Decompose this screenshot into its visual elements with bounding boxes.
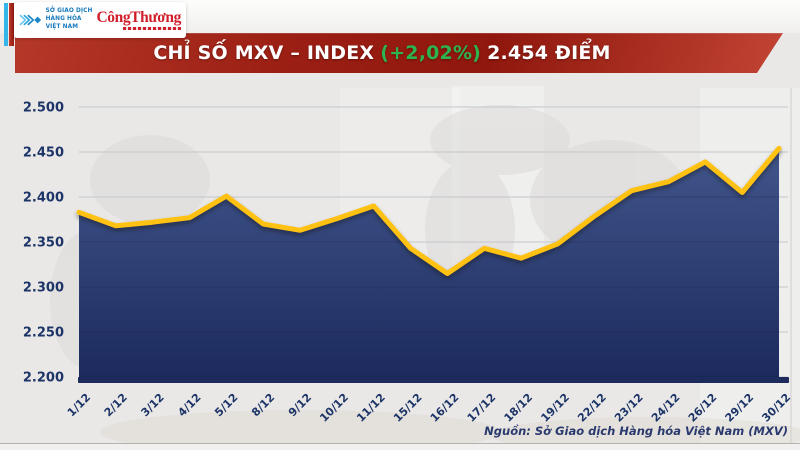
x-tick-label: 9/12 <box>286 391 314 419</box>
y-tick-label: 2.450 <box>23 146 64 161</box>
x-tick-label: 24/12 <box>649 391 683 425</box>
x-tick-label: 11/12 <box>354 391 388 425</box>
publisher-logo-box: SỞ GIAO DỊCH HÀNG HÓA VIỆT NAM CôngThươn… <box>14 2 186 38</box>
x-tick-label: 29/12 <box>723 391 757 425</box>
x-tick-label: 26/12 <box>686 391 720 425</box>
y-tick-label: 2.200 <box>23 371 64 386</box>
x-tick-label: 16/12 <box>428 391 462 425</box>
y-tick-label: 2.300 <box>23 281 64 296</box>
x-tick-label: 19/12 <box>538 391 572 425</box>
chart-change-percent: (+2,02%) <box>380 42 482 64</box>
accent-stripe-cyan <box>4 3 8 46</box>
congthuong-tagline-bar <box>123 27 181 31</box>
x-axis-labels: 1/12 2/12 3/12 4/12 5/12 8/12 9/12 10/12 11/12 15… <box>65 391 793 425</box>
source-credit: Nguồn: Sở Giao dịch Hàng hóa Việt Nam (M… <box>484 424 788 438</box>
y-tick-label: 2.350 <box>23 236 64 251</box>
x-tick-label: 4/12 <box>175 391 203 419</box>
x-tick-label: 23/12 <box>612 391 646 425</box>
x-tick-label: 5/12 <box>212 391 240 419</box>
y-tick-label: 2.500 <box>23 101 64 116</box>
chart-title: CHỈ SỐ MXV – INDEX <box>153 42 375 64</box>
x-tick-label: 18/12 <box>502 391 536 425</box>
x-tick-label: 8/12 <box>249 391 277 419</box>
y-tick-label: 2.250 <box>23 326 64 341</box>
x-tick-label: 1/12 <box>65 391 93 419</box>
x-tick-label: 17/12 <box>465 391 499 425</box>
line-series <box>76 145 782 276</box>
x-tick-label: 2/12 <box>102 391 130 419</box>
x-tick-label: 15/12 <box>391 391 425 425</box>
accent-stripe-red <box>9 3 14 46</box>
x-axis-bar <box>78 377 789 383</box>
congthuong-logo: CôngThương <box>96 10 181 31</box>
chart-value: 2.454 ĐIỂM <box>487 42 611 64</box>
mxv-org-name: SỞ GIAO DỊCH HÀNG HÓA VIỆT NAM <box>45 8 93 30</box>
x-tick-label: 10/12 <box>317 391 351 425</box>
x-tick-label: 22/12 <box>575 391 609 425</box>
x-tick-label: 30/12 <box>759 391 793 425</box>
y-tick-label: 2.400 <box>23 191 64 206</box>
y-axis-labels: 2.200 2.250 2.300 2.350 2.400 2.450 2.500 <box>23 101 64 386</box>
x-tick-label: 3/12 <box>139 391 167 419</box>
mxv-logo-icon <box>19 14 42 26</box>
chart-title-banner: CHỈ SỐ MXV – INDEX (+2,02%) 2.454 ĐIỂM <box>15 33 783 73</box>
bottom-strip <box>0 443 800 450</box>
